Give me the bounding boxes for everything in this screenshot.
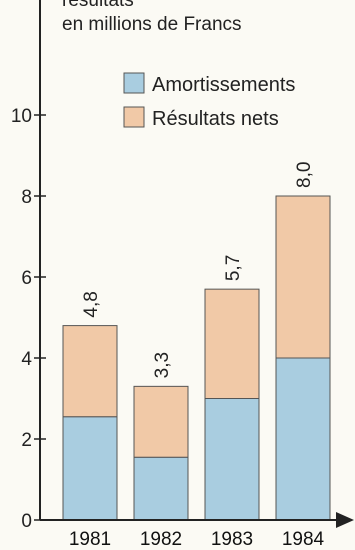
bar-segment-1984-r-sultats-nets [275,195,331,359]
data-label-1984: 8,0 [294,162,315,188]
legend-swatch-amortissements [123,72,145,94]
x-category-label: 1984 [282,529,325,550]
y-axis: 0 2 4 6 8 10 [11,0,46,532]
data-label-1983: 5,7 [223,255,244,281]
y-tick-label: 8 [21,187,32,208]
x-category-label: 1982 [140,529,182,550]
legend-label-resultats-nets: Résultats nets [152,108,279,130]
legend: Amortissements Résultats nets [123,72,295,130]
bar-segment-1983-amortissements [204,398,260,521]
y-tick-label: 10 [11,106,32,127]
x-category-label: 1981 [69,529,111,550]
y-tick-label: 4 [21,349,32,370]
chart-title: résultats [62,0,134,11]
bar-segment-1982-amortissements [133,456,189,521]
x-category-label: 1983 [211,529,253,550]
y-tick-label: 6 [21,268,32,289]
bars: 4,8 3,3 5,7 8,0 [62,162,331,521]
legend-swatch-resultats-nets [123,106,145,128]
chart-subtitle: en millions de Francs [62,14,242,35]
data-label-1982: 3,3 [152,352,173,378]
bar-segment-1982-r-sultats-nets [133,385,189,458]
legend-label-amortissements: Amortissements [152,74,295,96]
bar-segment-1984-amortissements [275,357,331,521]
y-tick-label: 2 [21,430,32,451]
x-axis-arrow-icon [336,512,354,528]
x-axis: 1981 1982 1983 1984 [40,512,354,550]
bar-segment-1981-amortissements [62,416,118,521]
data-label-1981: 4,8 [81,291,102,317]
bar-segment-1983-r-sultats-nets [204,288,260,399]
y-tick-label: 0 [21,511,32,532]
bar-segment-1981-r-sultats-nets [62,325,118,418]
